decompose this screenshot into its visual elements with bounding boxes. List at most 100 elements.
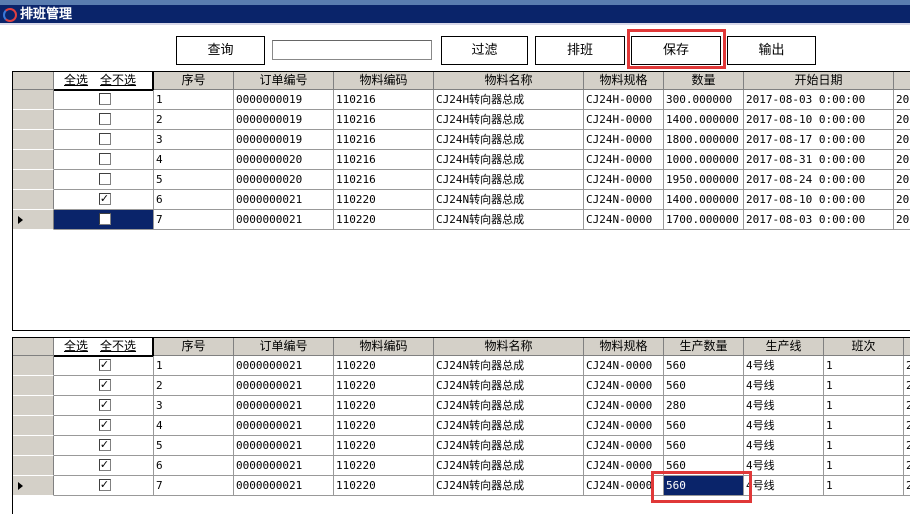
table-cell[interactable]: 4号线	[744, 396, 824, 416]
checkbox-cell[interactable]	[54, 170, 154, 190]
column-header[interactable]: 生产数量	[664, 338, 744, 356]
table-cell[interactable]: 560	[664, 376, 744, 396]
row-checkbox[interactable]: ✓	[98, 478, 111, 491]
row-indicator[interactable]	[13, 396, 54, 416]
column-header[interactable]: 数量	[664, 72, 744, 90]
table-cell[interactable]: 4号线	[744, 356, 824, 376]
checkbox-cell[interactable]: ✓	[54, 436, 154, 456]
table-cell[interactable]: 0000000021	[234, 456, 334, 476]
table-cell[interactable]: 2	[904, 456, 910, 476]
row-indicator[interactable]	[13, 170, 54, 190]
table-cell[interactable]: 0000000019	[234, 90, 334, 110]
table-cell[interactable]: 110220	[334, 396, 434, 416]
table-cell[interactable]: CJ24N转向器总成	[434, 190, 584, 210]
table-cell[interactable]: CJ24N-0000	[584, 456, 664, 476]
table-cell[interactable]: 201	[894, 150, 910, 170]
checkbox-cell[interactable]: ✓	[54, 456, 154, 476]
row-indicator[interactable]	[13, 150, 54, 170]
column-header[interactable]: 班次	[824, 338, 904, 356]
table-cell[interactable]: 4	[154, 150, 234, 170]
row-checkbox[interactable]	[98, 153, 111, 165]
column-header[interactable]: 物料规格	[584, 72, 664, 90]
row-indicator[interactable]	[13, 416, 54, 436]
table-cell[interactable]: 2017-08-24 0:00:00	[744, 170, 894, 190]
table-cell[interactable]: 110220	[334, 416, 434, 436]
table-cell[interactable]: 0000000021	[234, 376, 334, 396]
table-cell[interactable]: 110216	[334, 150, 434, 170]
table-cell[interactable]: 2	[904, 416, 910, 436]
row-indicator[interactable]	[13, 90, 54, 110]
row-checkbox[interactable]: ✓	[98, 438, 111, 451]
row-indicator[interactable]	[13, 130, 54, 150]
checkbox-cell[interactable]: ✓	[54, 210, 154, 230]
table-cell[interactable]: 2017-08-10 0:00:00	[744, 190, 894, 210]
table-cell[interactable]: 560	[664, 356, 744, 376]
table-cell[interactable]: 110220	[334, 456, 434, 476]
table-cell[interactable]: 0000000020	[234, 170, 334, 190]
table-cell[interactable]: 1000.000000	[664, 150, 744, 170]
row-checkbox[interactable]: ✓	[98, 192, 111, 205]
row-checkbox[interactable]	[98, 93, 111, 105]
column-header[interactable]	[904, 338, 910, 356]
column-header[interactable]: 开始日期	[744, 72, 894, 90]
table-cell[interactable]: 1400.000000	[664, 190, 744, 210]
table-cell[interactable]: CJ24N转向器总成	[434, 210, 584, 230]
checkbox-cell[interactable]: ✓	[54, 416, 154, 436]
column-header[interactable]: 物料名称	[434, 72, 584, 90]
select-all-link[interactable]: 全选	[64, 339, 89, 353]
row-indicator[interactable]	[13, 190, 54, 210]
row-indicator[interactable]	[13, 356, 54, 376]
table-cell[interactable]: CJ24N转向器总成	[434, 456, 584, 476]
column-header[interactable]	[894, 72, 910, 90]
table-cell[interactable]: 4	[154, 416, 234, 436]
table-cell[interactable]: CJ24N转向器总成	[434, 376, 584, 396]
table-cell[interactable]: CJ24H转向器总成	[434, 150, 584, 170]
table-cell[interactable]: 110220	[334, 356, 434, 376]
table-cell[interactable]: 1800.000000	[664, 130, 744, 150]
column-header[interactable]: 物料编码	[334, 338, 434, 356]
row-indicator[interactable]	[13, 210, 54, 230]
table-cell[interactable]: 2	[904, 476, 910, 496]
table-cell[interactable]: 1	[154, 90, 234, 110]
filter-button[interactable]: 过滤	[441, 36, 528, 65]
table-cell[interactable]: 110216	[334, 110, 434, 130]
table-cell[interactable]: 6	[154, 456, 234, 476]
table-cell[interactable]: 2	[154, 110, 234, 130]
table-cell[interactable]: 0000000021	[234, 190, 334, 210]
row-checkbox[interactable]	[98, 113, 111, 125]
table-cell[interactable]: 1	[824, 436, 904, 456]
table-cell[interactable]: 1400.000000	[664, 110, 744, 130]
checkbox-cell[interactable]: ✓	[54, 476, 154, 496]
checkbox-cell[interactable]	[54, 150, 154, 170]
row-indicator[interactable]	[13, 110, 54, 130]
table-cell[interactable]: CJ24N转向器总成	[434, 436, 584, 456]
row-checkbox[interactable]	[98, 133, 111, 145]
table-cell[interactable]: 7	[154, 210, 234, 230]
table-cell[interactable]: 0000000021	[234, 476, 334, 496]
table-cell[interactable]: 0000000021	[234, 356, 334, 376]
table-cell[interactable]: 201	[894, 90, 910, 110]
table-cell[interactable]: 2	[904, 436, 910, 456]
table-cell[interactable]: 4号线	[744, 456, 824, 476]
table-cell[interactable]: CJ24N转向器总成	[434, 416, 584, 436]
table-cell[interactable]: CJ24N-0000	[584, 436, 664, 456]
table-cell[interactable]: 2	[904, 356, 910, 376]
table-cell[interactable]: 2017-08-03 0:00:00	[744, 90, 894, 110]
table-cell[interactable]: 300.000000	[664, 90, 744, 110]
table-cell[interactable]: CJ24H-0000	[584, 90, 664, 110]
table-cell[interactable]: CJ24N转向器总成	[434, 396, 584, 416]
table-cell[interactable]: 0000000019	[234, 130, 334, 150]
table-cell[interactable]: 2	[904, 396, 910, 416]
table-cell[interactable]: CJ24N-0000	[584, 356, 664, 376]
row-indicator[interactable]	[13, 376, 54, 396]
table-cell[interactable]: 201	[894, 130, 910, 150]
column-header[interactable]: 物料编码	[334, 72, 434, 90]
column-header[interactable]: 序号	[154, 338, 234, 356]
row-checkbox[interactable]: ✓	[98, 458, 111, 471]
table-cell[interactable]: 2017-08-10 0:00:00	[744, 110, 894, 130]
select-none-link[interactable]: 全不选	[100, 73, 137, 87]
checkbox-cell[interactable]	[54, 110, 154, 130]
table-cell[interactable]: 0000000019	[234, 110, 334, 130]
query-button[interactable]: 查询	[176, 36, 265, 65]
table-cell[interactable]: 1	[824, 416, 904, 436]
